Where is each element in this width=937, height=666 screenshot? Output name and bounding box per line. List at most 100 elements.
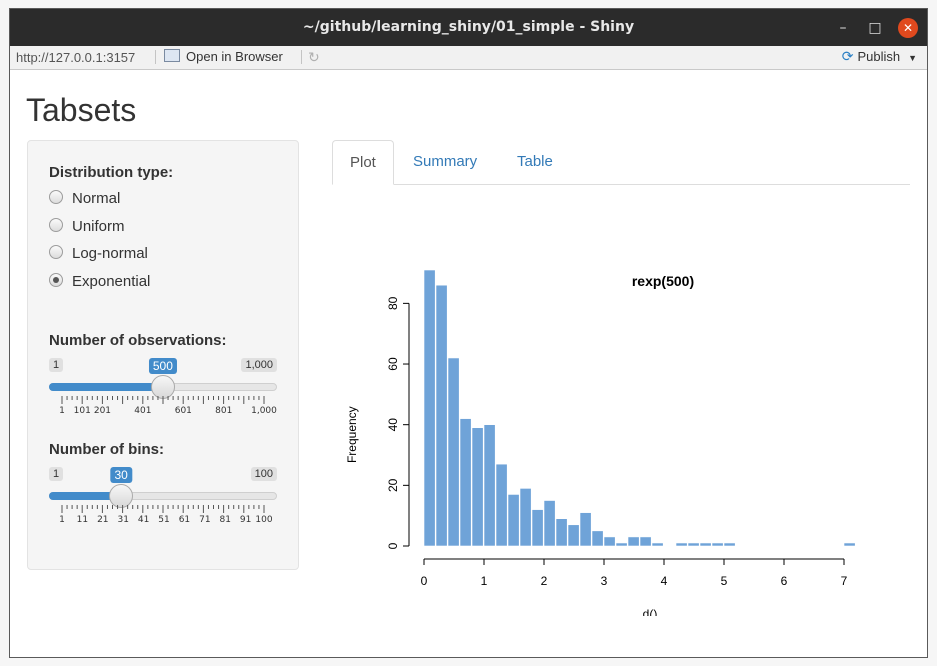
slider-value: 30	[110, 467, 132, 483]
histogram-bar	[495, 463, 508, 547]
histogram-bar	[471, 427, 484, 547]
x-tick-label: 2	[541, 574, 548, 588]
histogram-bar	[507, 494, 520, 547]
slider-handle[interactable]	[109, 484, 134, 508]
tab-table[interactable]: Table	[517, 153, 553, 170]
distribution-label: Distribution type:	[49, 164, 174, 181]
y-tick-label: 80	[386, 296, 400, 310]
chart-title: rexp(500)	[632, 273, 694, 289]
radio-normal[interactable]: Normal	[49, 190, 120, 207]
slider-min: 1	[49, 467, 64, 481]
histogram-bar	[483, 424, 496, 547]
minimize-icon[interactable]: –	[839, 20, 847, 36]
open-in-browser-label: Open in Browser	[186, 49, 283, 64]
histogram-svg: rexp(500) 0 1 2 3 4 5 6 7 d() 0 20 40 60 80 Frequency	[345, 269, 856, 621]
radio-label: Uniform	[72, 218, 125, 235]
histogram-bar	[567, 524, 580, 547]
slider-fill	[49, 492, 122, 500]
slider-tick-label: 801	[215, 406, 233, 416]
slider-tick-label: 1	[59, 406, 65, 416]
maximize-icon[interactable]: □	[868, 20, 882, 36]
url-field[interactable]: http://127.0.0.1:3157	[16, 50, 136, 65]
close-icon[interactable]: ✕	[898, 18, 918, 38]
histogram-bar	[651, 542, 664, 547]
reload-icon[interactable]: ↻	[308, 49, 320, 65]
slider-ticks: 1 11 21 31 41 51 61 71 81 91 100	[49, 505, 277, 537]
chevron-down-icon: ▼	[908, 53, 917, 63]
histogram-bar	[615, 542, 628, 547]
slider-tick-label: 100	[255, 515, 273, 525]
toolbar-divider	[155, 50, 156, 64]
histogram-bar	[459, 418, 472, 547]
histogram-bar	[603, 536, 616, 547]
bins-label: Number of bins:	[49, 441, 164, 458]
histogram-bar	[591, 530, 604, 547]
slider-tick-label: 1,000	[251, 406, 277, 416]
app-window: ~/github/learning_shiny/01_simple - Shin…	[9, 8, 928, 658]
radio-label: Exponential	[72, 273, 151, 290]
slider-tick-label: 401	[134, 406, 152, 416]
histogram-bar	[627, 536, 640, 547]
histogram-bar	[843, 542, 856, 547]
histogram-bar	[723, 542, 736, 547]
histogram-bar	[423, 269, 436, 547]
toolbar-divider	[301, 50, 302, 64]
histogram-bar	[579, 512, 592, 547]
page-title: Tabsets	[26, 92, 137, 128]
slider-min: 1	[49, 358, 64, 372]
histogram-bar	[711, 542, 724, 547]
radio-label: Normal	[72, 190, 121, 207]
slider-tick-label: 101	[73, 406, 91, 416]
y-tick-label: 60	[386, 357, 400, 371]
slider-max: 1,000	[241, 358, 277, 372]
x-tick-label: 7	[841, 574, 848, 588]
slider-value: 500	[148, 358, 177, 374]
slider-max: 100	[250, 467, 277, 481]
slider-tick-label: 51	[158, 515, 170, 525]
slider-tick-label: 31	[117, 515, 129, 525]
histogram-bar	[687, 542, 700, 547]
histogram-bar	[435, 284, 448, 547]
y-axis-label: Frequency	[345, 406, 359, 463]
sidebar-panel: Distribution type: Normal Uniform Log-no…	[27, 140, 299, 570]
y-tick-label: 20	[386, 478, 400, 492]
histogram-bar	[675, 542, 688, 547]
slider-tick-label: 61	[178, 515, 191, 525]
publish-label: Publish	[857, 49, 901, 64]
radio-button-selected[interactable]	[49, 273, 63, 287]
radio-button[interactable]	[49, 218, 63, 232]
radio-button[interactable]	[49, 190, 63, 204]
histogram-bar	[519, 488, 532, 547]
radio-uniform[interactable]: Uniform	[49, 218, 125, 235]
slider-tick-label: 21	[97, 515, 109, 525]
observations-label: Number of observations:	[49, 332, 227, 349]
histogram-bar	[447, 357, 460, 547]
slider-tick-label: 41	[137, 515, 150, 525]
x-tick-label: 1	[481, 574, 488, 588]
slider-tick-label: 71	[199, 515, 211, 525]
slider-tick-label: 11	[76, 515, 89, 525]
radio-exponential[interactable]: Exponential	[49, 273, 150, 290]
slider-tick-label: 81	[219, 515, 231, 525]
histogram-plot: rexp(500) 0 1 2 3 4 5 6 7 d() 0 20 40 60 80 Frequency	[332, 196, 910, 621]
slider-tick-label: 601	[174, 406, 192, 416]
radio-log-normal[interactable]: Log-normal	[49, 245, 148, 262]
app-page: Tabsets Distribution type: Normal Unifor…	[10, 70, 927, 657]
radio-button[interactable]	[49, 245, 63, 259]
x-axis-label: d()	[643, 607, 658, 616]
slider-tick-label: 91	[239, 515, 252, 525]
histogram-bar	[699, 542, 712, 547]
tab-plot[interactable]: Plot	[332, 140, 394, 185]
x-tick-label: 3	[601, 574, 608, 588]
observations-slider[interactable]: 1 1,000 500 1 101 201 401 601 801 1,000	[49, 358, 277, 428]
publish-button[interactable]: ⟳ Publish ▼	[842, 48, 917, 65]
title-bar: ~/github/learning_shiny/01_simple - Shin…	[10, 9, 927, 46]
y-tick-label: 40	[386, 418, 400, 432]
histogram-bar	[531, 509, 544, 547]
tab-bar: Plot Summary Table	[332, 140, 910, 185]
histogram-bar	[555, 518, 568, 547]
slider-tick-label: 201	[93, 406, 112, 416]
bins-slider[interactable]: 1 100 30 1 11 21 31 41 51 61 71 81 91 100	[49, 467, 277, 537]
tab-summary[interactable]: Summary	[413, 153, 478, 170]
open-in-browser-button[interactable]: Open in Browser	[164, 49, 283, 64]
